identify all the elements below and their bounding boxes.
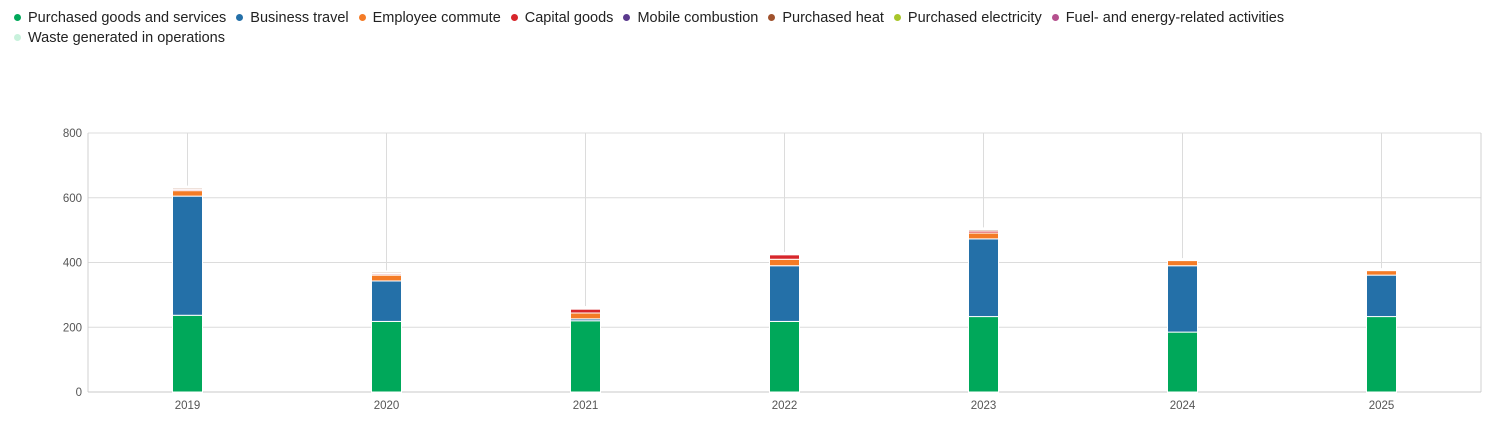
x-tick-label: 2022 bbox=[772, 400, 798, 412]
bar-segment bbox=[968, 238, 999, 318]
x-tick-label: 2020 bbox=[374, 400, 400, 412]
legend-item[interactable]: Capital goods bbox=[510, 9, 614, 26]
legend-item[interactable]: Purchased electricity bbox=[893, 9, 1042, 26]
bar-segment bbox=[769, 254, 800, 260]
legend-label: Mobile combustion bbox=[637, 9, 759, 26]
bar-segment bbox=[968, 316, 999, 393]
y-tick-label: 400 bbox=[63, 258, 82, 270]
legend-label: Purchased goods and services bbox=[28, 9, 227, 26]
bar-segment bbox=[172, 314, 203, 393]
legend-item[interactable]: Waste generated in operations bbox=[14, 29, 225, 46]
legend-dot-icon bbox=[14, 34, 21, 41]
bar-segment bbox=[1167, 331, 1198, 393]
legend-label: Business travel bbox=[250, 9, 349, 26]
legend-label: Waste generated in operations bbox=[28, 29, 225, 46]
x-tick-label: 2023 bbox=[971, 400, 997, 412]
legend-label: Employee commute bbox=[372, 9, 501, 26]
legend-dot-icon bbox=[893, 14, 901, 21]
legend-label: Purchased heat bbox=[782, 9, 884, 26]
bar-segment bbox=[769, 258, 800, 267]
legend-dot-icon bbox=[623, 14, 631, 21]
x-tick-label: 2024 bbox=[1170, 400, 1196, 412]
axes: 0 200 400 600 800 2019 2020 2021 2022 2023 2024 202… bbox=[63, 128, 1394, 412]
bar-segment bbox=[769, 320, 800, 393]
bar-segment bbox=[570, 320, 601, 393]
bar-segment bbox=[172, 185, 203, 188]
legend-dot-icon bbox=[768, 14, 776, 21]
bar-segment bbox=[570, 306, 601, 308]
bar-segment bbox=[371, 320, 402, 393]
y-tick-label: 800 bbox=[63, 128, 82, 140]
bar-segment bbox=[769, 265, 800, 322]
legend-dot-icon bbox=[358, 14, 366, 21]
x-tick-label: 2021 bbox=[573, 400, 599, 412]
y-tick-label: 200 bbox=[63, 322, 82, 334]
legend-dot-icon bbox=[510, 14, 518, 21]
bar-segment bbox=[371, 274, 402, 282]
y-tick-label: 600 bbox=[63, 193, 82, 205]
legend-item[interactable]: Purchased heat bbox=[768, 9, 884, 26]
bar-segment bbox=[1366, 274, 1397, 318]
bar-segment bbox=[172, 195, 203, 316]
legend-label: Capital goods bbox=[524, 9, 614, 26]
bar-segment bbox=[968, 232, 999, 240]
x-tick-label: 2019 bbox=[175, 400, 201, 412]
legend-dot-icon bbox=[14, 14, 21, 21]
bars bbox=[172, 185, 1397, 393]
bar-segment bbox=[1366, 270, 1397, 276]
bar-segment bbox=[371, 280, 402, 322]
bar-segment bbox=[1167, 265, 1198, 333]
legend-item[interactable]: Fuel- and energy-related activities bbox=[1051, 9, 1285, 26]
legend-dot-icon bbox=[236, 14, 244, 21]
bar-segment bbox=[172, 190, 203, 197]
legend-dot-icon bbox=[1051, 14, 1059, 21]
legend: Purchased goods and services Business tra… bbox=[14, 9, 1314, 46]
legend-label: Purchased electricity bbox=[907, 9, 1042, 26]
bar-segment bbox=[371, 270, 402, 273]
x-tick-label: 2025 bbox=[1369, 400, 1395, 412]
legend-item[interactable]: Mobile combustion bbox=[623, 9, 758, 26]
legend-item[interactable]: Business travel bbox=[236, 9, 349, 26]
bar-segment bbox=[1366, 316, 1397, 393]
bar-segment bbox=[1167, 260, 1198, 267]
legend-item[interactable]: Employee commute bbox=[358, 9, 501, 26]
legend-label: Fuel- and energy-related activities bbox=[1065, 9, 1285, 26]
y-tick-label: 0 bbox=[76, 387, 82, 399]
bar-segment bbox=[570, 312, 601, 320]
bar-segment bbox=[570, 308, 601, 314]
legend-item[interactable]: Purchased goods and services bbox=[14, 9, 226, 26]
bar-segment bbox=[968, 227, 999, 230]
